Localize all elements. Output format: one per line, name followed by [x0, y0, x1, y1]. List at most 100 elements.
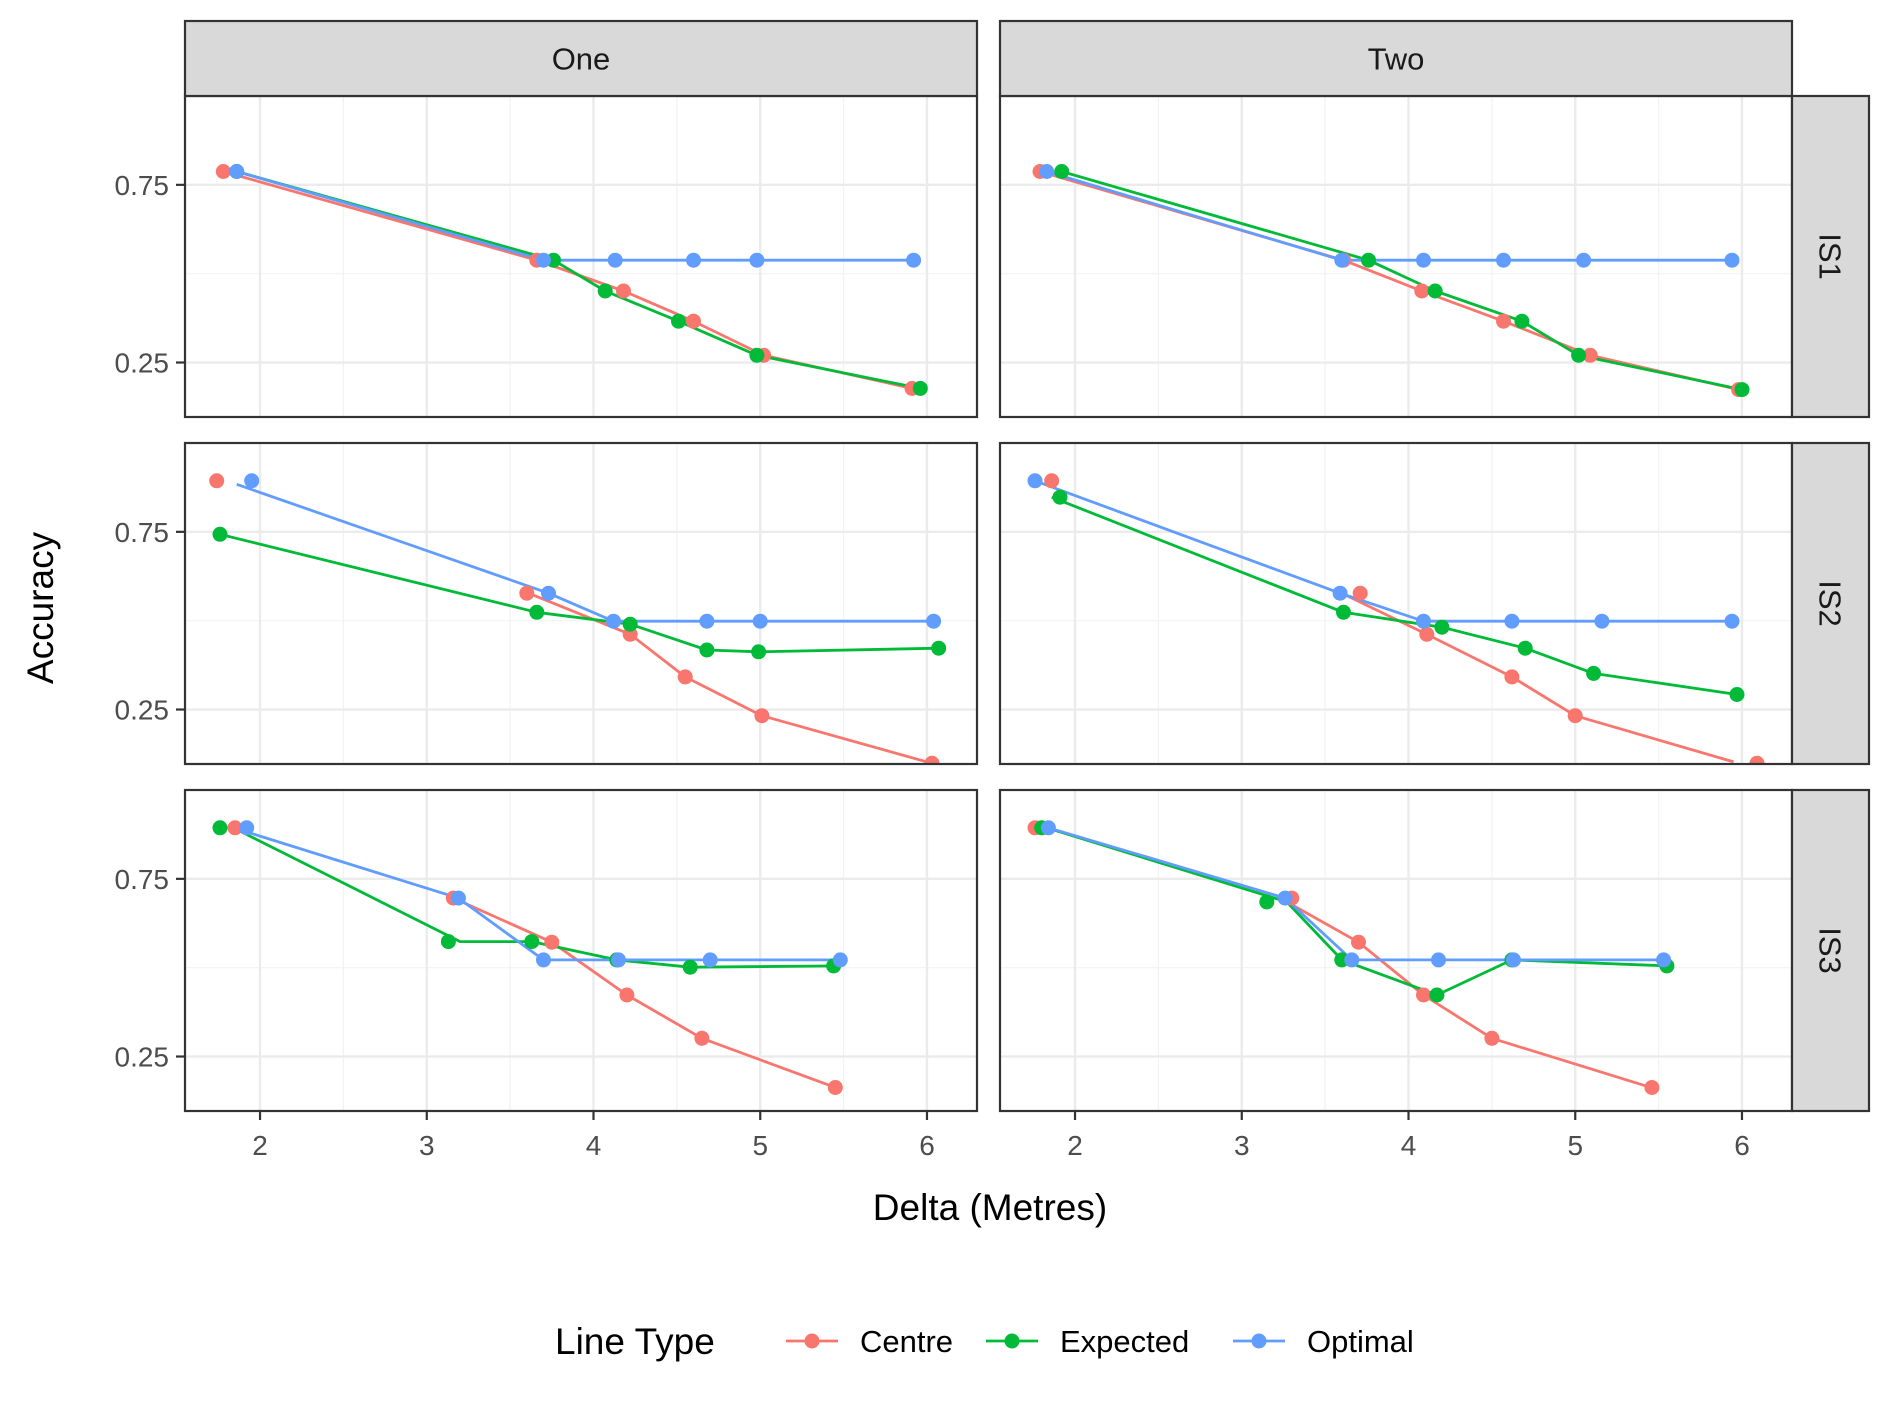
data-point-expected	[524, 934, 540, 950]
series-line-optimal	[1046, 170, 1732, 262]
panel-series	[212, 820, 848, 1095]
data-point-optimal	[702, 952, 718, 968]
legend-label: Centre	[860, 1324, 953, 1359]
data-point-expected	[671, 313, 686, 329]
data-point-optimal	[239, 820, 255, 836]
data-point-optimal	[1504, 613, 1520, 629]
strip-row-is1: IS1	[1790, 94, 1871, 419]
data-point-expected	[1434, 619, 1450, 635]
data-point-optimal	[450, 890, 466, 906]
data-point-optimal	[1594, 613, 1610, 629]
strip-col-one: One	[183, 19, 979, 98]
data-point-expected	[1729, 687, 1745, 702]
strip-background	[998, 19, 1794, 98]
data-point-centre	[1644, 1080, 1660, 1095]
data-point-optimal	[1724, 613, 1740, 629]
data-point-optimal	[536, 952, 551, 968]
data-point-optimal	[699, 613, 715, 629]
panel-background	[1000, 96, 1792, 417]
strip-background	[1790, 94, 1871, 419]
data-point-optimal	[749, 252, 765, 268]
legend-item-expected: Expected	[986, 1324, 1189, 1359]
x-tick-label: 2	[1067, 1130, 1083, 1161]
panel-series	[1027, 820, 1675, 1095]
data-point-expected	[751, 644, 767, 660]
data-point-optimal	[1496, 252, 1511, 268]
series-line-expected	[1061, 170, 1743, 391]
data-point-optimal	[607, 252, 623, 268]
data-point-expected	[931, 640, 947, 656]
data-point-centre	[1496, 313, 1511, 329]
data-point-expected	[212, 820, 228, 836]
data-point-optimal	[1431, 952, 1446, 968]
y-tick-label: 0.25	[115, 348, 170, 379]
x-tick-label: 3	[1234, 1130, 1250, 1161]
data-point-optimal	[229, 164, 245, 179]
x-tick-label: 3	[419, 1130, 435, 1161]
strip-row-is3: IS3	[1790, 788, 1871, 1113]
panel-two-is3	[998, 788, 1794, 1113]
data-point-expected	[1429, 987, 1445, 1003]
data-point-centre	[1504, 669, 1520, 685]
data-point-optimal	[536, 252, 551, 268]
data-point-expected	[440, 934, 456, 950]
y-tick-label: 0.75	[115, 517, 170, 548]
data-point-optimal	[611, 952, 626, 968]
data-point-centre	[677, 669, 693, 685]
data-point-optimal	[541, 585, 556, 601]
data-point-expected	[1259, 894, 1275, 910]
data-point-centre	[924, 755, 940, 764]
series-line-optimal	[236, 170, 914, 262]
x-tick-label: 4	[586, 1130, 602, 1161]
data-point-expected	[1517, 640, 1533, 656]
panel-one-is3	[183, 788, 979, 1113]
x-tick-label: 5	[752, 1130, 768, 1161]
panels-layer	[183, 94, 1794, 1113]
panel-background	[185, 96, 977, 417]
strip-row-is2: IS2	[1790, 441, 1871, 766]
strip-label: IS2	[1813, 580, 1848, 627]
data-point-optimal	[1277, 890, 1293, 906]
data-point-optimal	[1656, 952, 1672, 968]
data-point-centre	[1414, 283, 1430, 299]
data-point-expected	[912, 380, 928, 396]
data-point-optimal	[1416, 613, 1431, 629]
data-point-centre	[1749, 755, 1765, 764]
legend-item-centre: Centre	[786, 1324, 953, 1359]
data-point-centre	[754, 708, 770, 724]
panel-two-is1	[998, 94, 1794, 419]
x-axis-title: Delta (Metres)	[873, 1187, 1107, 1228]
legend-item-optimal: Optimal	[1233, 1324, 1414, 1359]
data-point-optimal	[1039, 164, 1055, 179]
legend-label: Expected	[1060, 1324, 1189, 1359]
data-point-centre	[616, 283, 631, 299]
data-point-expected	[1586, 665, 1602, 681]
panel-series	[209, 473, 947, 764]
series-line-expected	[236, 170, 921, 390]
panel-background	[1000, 443, 1792, 764]
axes-layer: One Two IS1 IS2 IS3 0.25 0.75 0.25 0.75 0.25 0.75 2…	[115, 19, 1871, 1161]
legend-key-point	[1004, 1333, 1020, 1349]
legend-label: Optimal	[1307, 1324, 1414, 1359]
strip-background	[1790, 441, 1871, 766]
data-point-centre	[1044, 473, 1060, 489]
data-point-expected	[597, 283, 613, 299]
data-point-expected	[529, 604, 545, 620]
data-point-expected	[212, 526, 228, 542]
strip-label: One	[552, 42, 611, 77]
data-point-centre	[1582, 347, 1598, 363]
x-tick-label: 5	[1567, 1130, 1583, 1161]
y-tick-label: 0.25	[115, 695, 170, 726]
series-line-optimal	[232, 826, 841, 962]
strip-background	[183, 19, 979, 98]
legend-title: Line Type	[555, 1321, 715, 1362]
y-tick-label: 0.75	[115, 864, 170, 895]
data-point-centre	[215, 164, 231, 179]
data-point-centre	[209, 473, 225, 489]
data-point-optimal	[1344, 952, 1360, 968]
strip-label: IS1	[1813, 233, 1848, 280]
data-point-optimal	[752, 613, 768, 629]
panel-border	[183, 788, 979, 1113]
legend: Line Type Centre Expected Optimal	[555, 1321, 1414, 1362]
